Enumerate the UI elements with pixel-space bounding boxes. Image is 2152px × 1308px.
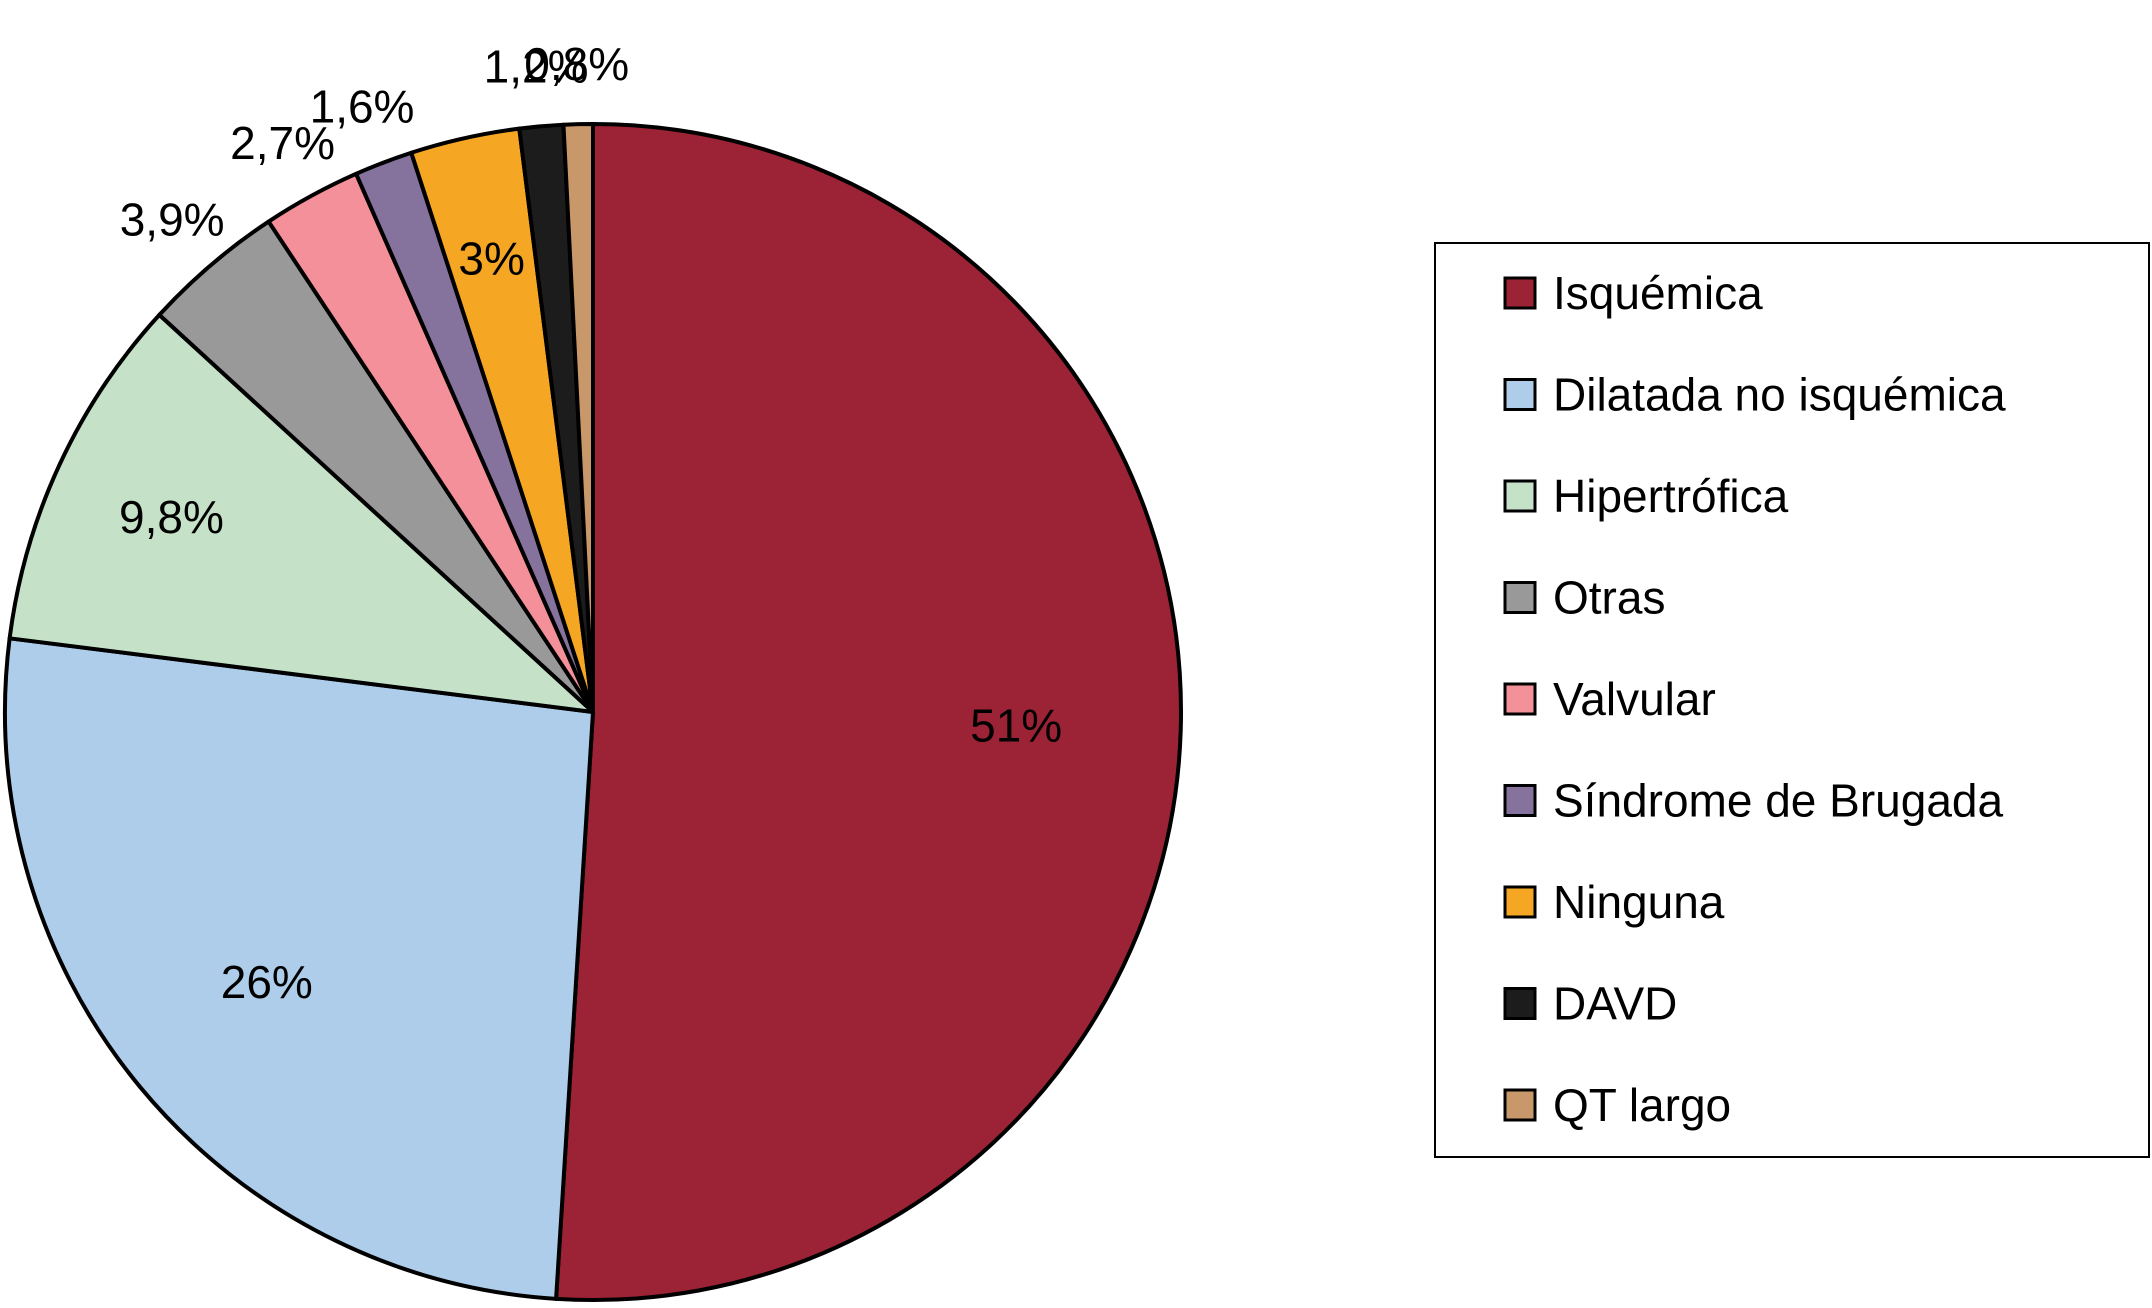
legend-swatch-valvular <box>1503 682 1537 716</box>
data-label-sindrome-de-brugada: 1,6% <box>310 81 415 133</box>
legend-entry-dilatada-no-isquemica: Dilatada no isquémica <box>1503 369 2006 421</box>
legend-entry-otras: Otras <box>1503 572 1665 624</box>
legend-swatch-sindrome-de-brugada <box>1503 784 1537 817</box>
pie-slice-hipertrofica <box>7 312 595 714</box>
legend-entry-isquemica: Isquémica <box>1503 267 1763 319</box>
legend-entry-valvular: Valvular <box>1503 673 1716 725</box>
legend-label-ninguna: Ninguna <box>1553 876 1725 928</box>
legend-swatch-otras <box>1503 581 1537 614</box>
legend-swatch-dilatada-no-isquemica <box>1503 378 1537 411</box>
data-label-ninguna: 3% <box>458 233 524 285</box>
legend-label-valvular: Valvular <box>1553 673 1716 725</box>
data-label-qt-largo: 0,8% <box>524 38 629 90</box>
pie-slice-dilatada-no-isquemica <box>3 636 595 1301</box>
data-label-valvular: 2,7% <box>230 117 335 169</box>
legend-entry-ninguna: Ninguna <box>1503 876 1725 928</box>
data-label-davd: 1,2% <box>484 41 589 93</box>
legend-label-otras: Otras <box>1553 572 1665 624</box>
data-label-hipertrofica: 9,8% <box>119 491 224 543</box>
legend-swatch-davd <box>1503 987 1537 1020</box>
legend-entry-davd: DAVD <box>1503 978 1677 1030</box>
legend-swatch-hipertrofica <box>1503 479 1537 513</box>
data-label-isquemica: 51% <box>970 699 1062 751</box>
legend-label-qt-largo: QT largo <box>1553 1079 1731 1131</box>
pie-slice-isquemica <box>554 122 1183 1302</box>
legend-label-hipertrofica: Hipertrófica <box>1553 470 1789 522</box>
legend-entry-qt-largo: QT largo <box>1503 1079 1731 1131</box>
pie-slices <box>3 122 1183 1302</box>
data-label-otras: 3,9% <box>120 193 225 245</box>
legend-label-isquemica: Isquémica <box>1553 267 1763 319</box>
legend-label-sindrome-de-brugada: Síndrome de Brugada <box>1553 775 2003 827</box>
legend-swatch-ninguna <box>1503 885 1537 919</box>
legend: Isquémica Dilatada no isquémica Hipertrófi… <box>1434 242 2150 1158</box>
data-label-dilatada-no-isquemica: 26% <box>221 956 313 1008</box>
legend-label-dilatada-no-isquemica: Dilatada no isquémica <box>1553 369 2006 421</box>
legend-label-davd: DAVD <box>1553 978 1677 1030</box>
legend-swatch-qt-largo <box>1503 1088 1537 1122</box>
pie-data-labels: 51% 26% 9,8% 3,9%2,7%1,6% 3% 1,2%0,8% <box>119 38 1062 1008</box>
legend-entry-sindrome-de-brugada: Síndrome de Brugada <box>1503 775 2003 827</box>
legend-box <box>1434 242 2150 1158</box>
legend-swatch-isquemica <box>1503 276 1537 310</box>
legend-entry-hipertrofica: Hipertrófica <box>1503 470 1789 522</box>
pie-slice-qt-largo <box>561 122 595 714</box>
